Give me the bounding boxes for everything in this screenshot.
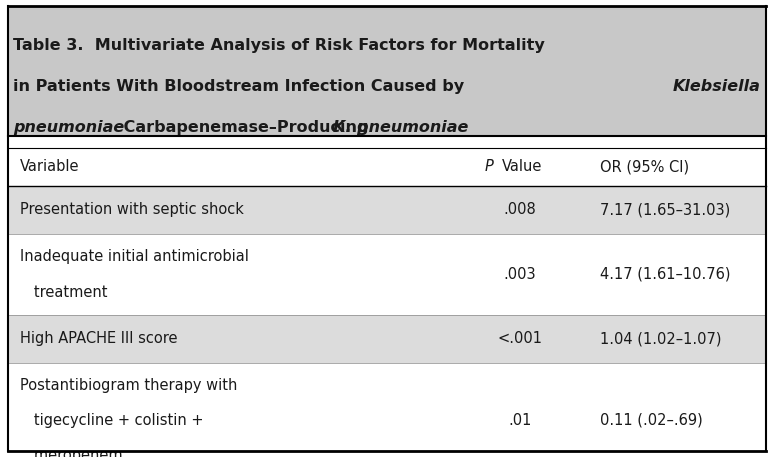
- Text: Inadequate initial antimicrobial: Inadequate initial antimicrobial: [20, 249, 249, 264]
- Text: Postantibiogram therapy with: Postantibiogram therapy with: [20, 378, 238, 393]
- Bar: [8, 186, 766, 234]
- Text: Klebsiella: Klebsiella: [673, 79, 761, 94]
- Text: Value: Value: [502, 159, 543, 175]
- Text: High APACHE III score: High APACHE III score: [20, 331, 177, 346]
- Text: 4.17 (1.61–10.76): 4.17 (1.61–10.76): [600, 267, 731, 282]
- Bar: [8, 315, 766, 363]
- Text: .003: .003: [504, 267, 536, 282]
- Text: pneumoniae: pneumoniae: [13, 120, 125, 135]
- Text: Variable: Variable: [20, 159, 80, 175]
- Text: <.001: <.001: [498, 331, 543, 346]
- Text: meropenem: meropenem: [20, 448, 122, 457]
- Text: tigecycline + colistin +: tigecycline + colistin +: [20, 413, 204, 428]
- Text: Carbapenemase–Producing: Carbapenemase–Producing: [118, 120, 374, 135]
- Text: P: P: [485, 159, 494, 175]
- Text: in Patients With Bloodstream Infection Caused by: in Patients With Bloodstream Infection C…: [13, 79, 470, 94]
- Bar: [8, 6, 766, 136]
- Text: .008: .008: [504, 202, 536, 217]
- Text: Table 3.  Multivariate Analysis of Risk Factors for Mortality: Table 3. Multivariate Analysis of Risk F…: [13, 38, 545, 53]
- Text: OR (95% CI): OR (95% CI): [600, 159, 689, 175]
- Text: .01: .01: [509, 413, 532, 428]
- Text: 0.11 (.02–.69): 0.11 (.02–.69): [600, 413, 703, 428]
- Text: K. pneumoniae: K. pneumoniae: [333, 120, 468, 135]
- Text: 7.17 (1.65–31.03): 7.17 (1.65–31.03): [600, 202, 730, 217]
- Text: 1.04 (1.02–1.07): 1.04 (1.02–1.07): [600, 331, 721, 346]
- Text: Presentation with septic shock: Presentation with septic shock: [20, 202, 244, 217]
- Text: treatment: treatment: [20, 285, 108, 299]
